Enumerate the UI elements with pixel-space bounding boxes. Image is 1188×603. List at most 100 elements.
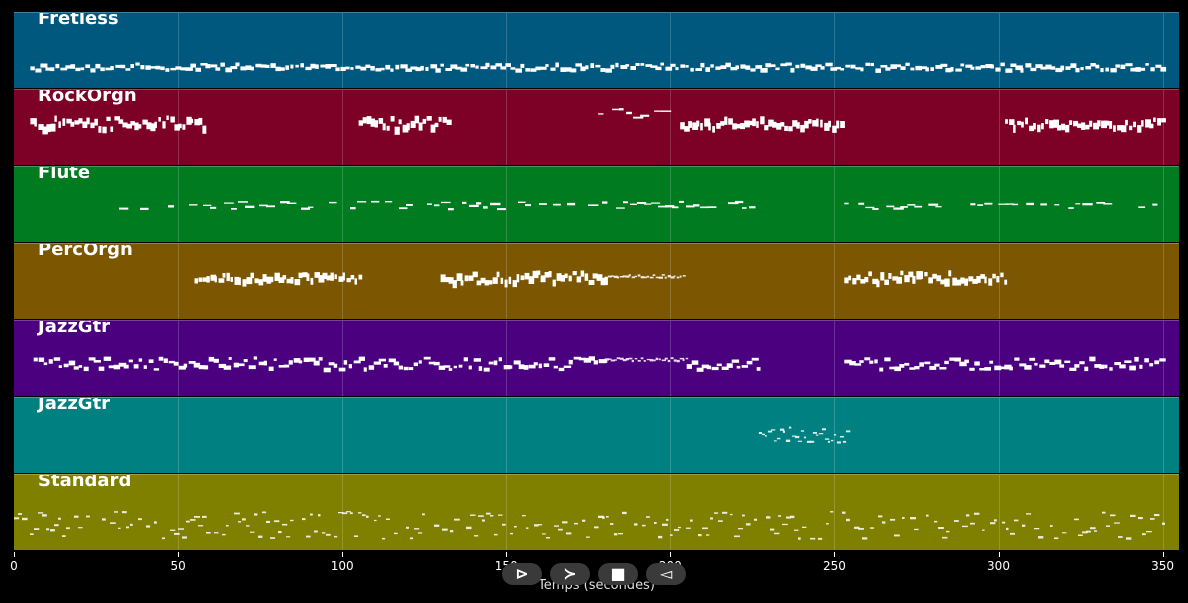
- note-mark: [493, 360, 498, 366]
- note-mark: [454, 518, 460, 521]
- note-mark: [294, 279, 301, 286]
- note-mark: [693, 204, 700, 207]
- note-mark: [988, 278, 993, 286]
- note-mark: [305, 66, 312, 71]
- note-mark: [970, 66, 975, 70]
- note-mark: [353, 360, 361, 364]
- note-mark: [1157, 118, 1161, 126]
- note-mark: [944, 278, 950, 287]
- note-mark: [528, 364, 536, 369]
- note-mark: [821, 428, 826, 431]
- note-mark: [695, 68, 702, 71]
- note-mark: [845, 430, 851, 433]
- note-mark: [1130, 67, 1137, 72]
- note-mark: [761, 433, 765, 436]
- note-mark: [138, 518, 142, 521]
- transport-controls: ⊳ ≻ ■ ◅: [502, 563, 686, 585]
- note-mark: [1152, 203, 1158, 206]
- note-mark: [1060, 65, 1065, 71]
- tracks-area: Fretless RockOrgn Flute PercOrgn JazzGtr Jazz…: [14, 12, 1179, 552]
- note-mark: [98, 366, 105, 371]
- note-mark: [748, 120, 753, 126]
- note-mark: [1025, 117, 1028, 125]
- note-mark: [350, 207, 356, 210]
- note-mark: [485, 62, 490, 68]
- note-mark: [640, 357, 644, 360]
- note-mark: [1101, 120, 1107, 129]
- note-mark: [930, 67, 934, 71]
- note-mark: [752, 118, 756, 127]
- rewind-button[interactable]: ◅: [646, 563, 686, 585]
- note-mark: [1033, 123, 1036, 130]
- note-mark: [329, 201, 337, 204]
- note-mark: [974, 361, 980, 366]
- note-mark: [660, 62, 664, 66]
- note-mark: [1162, 522, 1165, 525]
- note-mark: [734, 535, 740, 538]
- note-mark: [505, 63, 511, 67]
- note-mark: [864, 357, 871, 361]
- note-mark: [784, 125, 788, 131]
- note-mark: [661, 110, 672, 112]
- note-mark: [854, 526, 860, 529]
- note-mark: [285, 65, 289, 70]
- note-mark: [434, 524, 440, 527]
- play-button[interactable]: ⊳: [502, 563, 542, 585]
- track-label: RockOrgn: [38, 89, 137, 106]
- note-mark: [575, 63, 582, 67]
- note-mark: [1021, 121, 1024, 128]
- note-mark: [686, 364, 692, 369]
- note-mark: [1034, 528, 1040, 530]
- note-mark: [560, 67, 566, 72]
- note-mark: [646, 516, 650, 518]
- note-mark: [884, 357, 891, 362]
- note-mark: [848, 275, 852, 281]
- note-mark: [630, 203, 637, 205]
- note-mark: [548, 271, 552, 278]
- note-mark: [603, 360, 608, 363]
- note-mark: [365, 64, 371, 68]
- note-mark: [940, 279, 946, 285]
- note-mark: [1079, 361, 1085, 365]
- fast-forward-button[interactable]: ≻: [550, 563, 590, 585]
- note-mark: [90, 122, 95, 129]
- note-mark: [208, 356, 215, 362]
- note-mark: [888, 273, 892, 279]
- note-mark: [1074, 364, 1080, 368]
- note-mark: [30, 533, 34, 535]
- note-mark: [280, 201, 290, 204]
- note-mark: [899, 364, 905, 368]
- note-mark: [1086, 530, 1091, 533]
- note-mark: [770, 64, 776, 67]
- note-mark: [728, 202, 739, 205]
- note-mark: [290, 277, 294, 284]
- note-mark: [130, 64, 134, 68]
- note-mark: [855, 67, 861, 70]
- note-mark: [442, 116, 447, 123]
- note-mark: [1044, 359, 1050, 364]
- note-mark: [637, 202, 647, 204]
- note-mark: [326, 533, 331, 536]
- stop-button[interactable]: ■: [598, 563, 638, 585]
- note-mark: [1103, 203, 1113, 205]
- note-mark: [964, 359, 969, 364]
- note-mark: [468, 365, 472, 370]
- note-mark: [476, 280, 482, 286]
- note-mark: [812, 432, 817, 434]
- note-mark: [140, 65, 145, 70]
- note-mark: [865, 206, 875, 209]
- note-mark: [818, 433, 824, 435]
- note-mark: [797, 440, 802, 442]
- note-mark: [952, 277, 957, 286]
- note-mark: [721, 366, 729, 370]
- note-mark: [520, 63, 525, 68]
- note-mark: [258, 361, 266, 366]
- note-mark: [323, 367, 331, 373]
- note-mark: [736, 365, 741, 369]
- note-mark: [140, 207, 149, 210]
- note-mark: [740, 64, 746, 69]
- note-mark: [35, 68, 42, 73]
- note-mark: [118, 527, 121, 529]
- x-tick: [998, 552, 1000, 557]
- note-mark: [1149, 123, 1154, 129]
